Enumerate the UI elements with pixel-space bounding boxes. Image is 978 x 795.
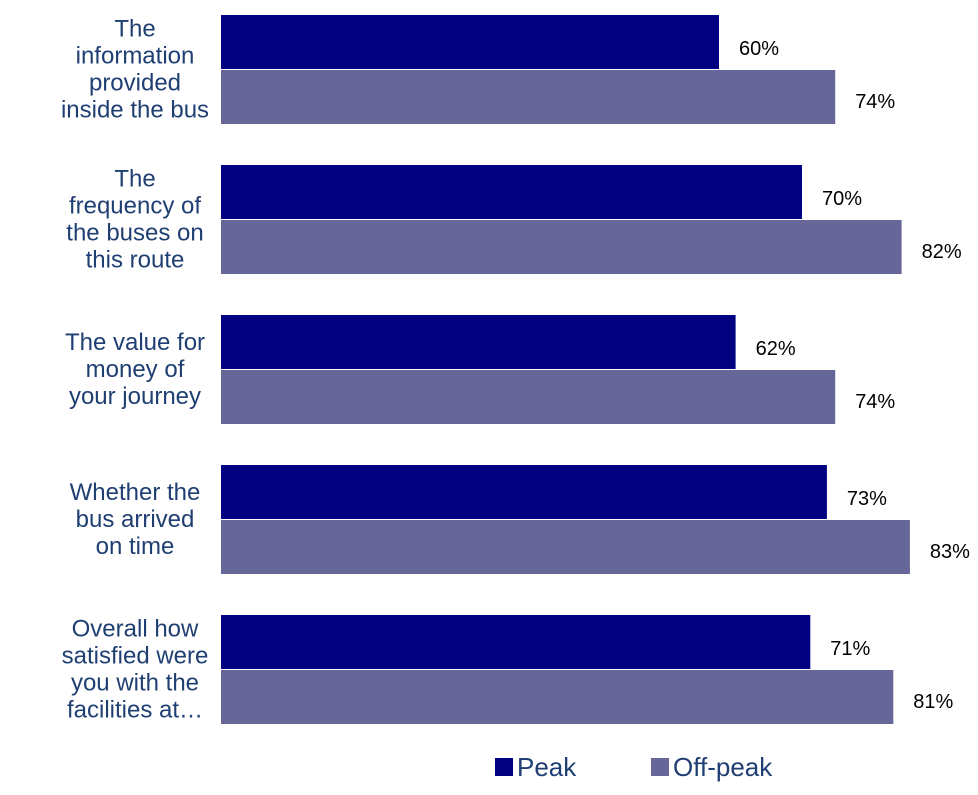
category-label-line: satisfied were (62, 643, 209, 670)
legend-label-off-peak: Off-peak (673, 752, 773, 782)
category-label-line: your journey (69, 383, 201, 410)
category-label-line: provided (89, 70, 181, 97)
category-label-line: Whether the (70, 479, 201, 506)
data-label: 74% (855, 91, 895, 113)
data-label: 83% (930, 541, 970, 563)
category-label: Whether the bus arrived on time (70, 479, 201, 560)
category-label-line: The value for (65, 329, 205, 356)
category-label-line: information (76, 43, 195, 70)
category-label: The frequency of the buses on this route (66, 166, 203, 274)
data-label: 73% (847, 488, 887, 510)
legend-swatch-peak (495, 758, 513, 776)
data-label: 62% (756, 338, 796, 360)
category-label-line: on time (96, 533, 175, 560)
category-label-line: frequency of (69, 193, 201, 220)
bar-peak (221, 165, 802, 219)
category-label-line: facilities at… (67, 697, 203, 724)
category-label-line: you with the (71, 670, 199, 697)
bar-off-peak (221, 520, 910, 574)
data-label: 82% (922, 241, 962, 263)
category-label-line: The (114, 16, 155, 43)
data-label: 60% (739, 38, 779, 60)
category-label-line: the buses on (66, 220, 203, 247)
bar-peak (221, 615, 811, 669)
category-label-line: this route (86, 247, 185, 274)
category-label: The information provided inside the bus (61, 16, 209, 124)
legend-label-peak: Peak (517, 752, 577, 782)
data-label: 81% (913, 691, 953, 713)
bar-peak (221, 465, 827, 519)
data-label: 70% (822, 188, 862, 210)
legend-swatch-off-peak (651, 758, 669, 776)
bar-off-peak (221, 670, 894, 724)
category-label-line: money of (86, 356, 185, 383)
category-label-line: Overall how (72, 616, 199, 643)
data-label: 71% (830, 638, 870, 660)
category-label-line: The (114, 166, 155, 193)
category-label-line: inside the bus (61, 97, 209, 124)
bar-off-peak (221, 220, 902, 274)
category-label-line: bus arrived (76, 506, 195, 533)
bar-off-peak (221, 370, 836, 424)
bar-peak (221, 315, 736, 369)
bar-off-peak (221, 70, 836, 124)
data-label: 74% (855, 391, 895, 413)
category-label: Overall how satisfied were you with the fac… (62, 616, 209, 724)
category-label: The value for money of your journey (65, 329, 205, 410)
bar-peak (221, 15, 719, 69)
